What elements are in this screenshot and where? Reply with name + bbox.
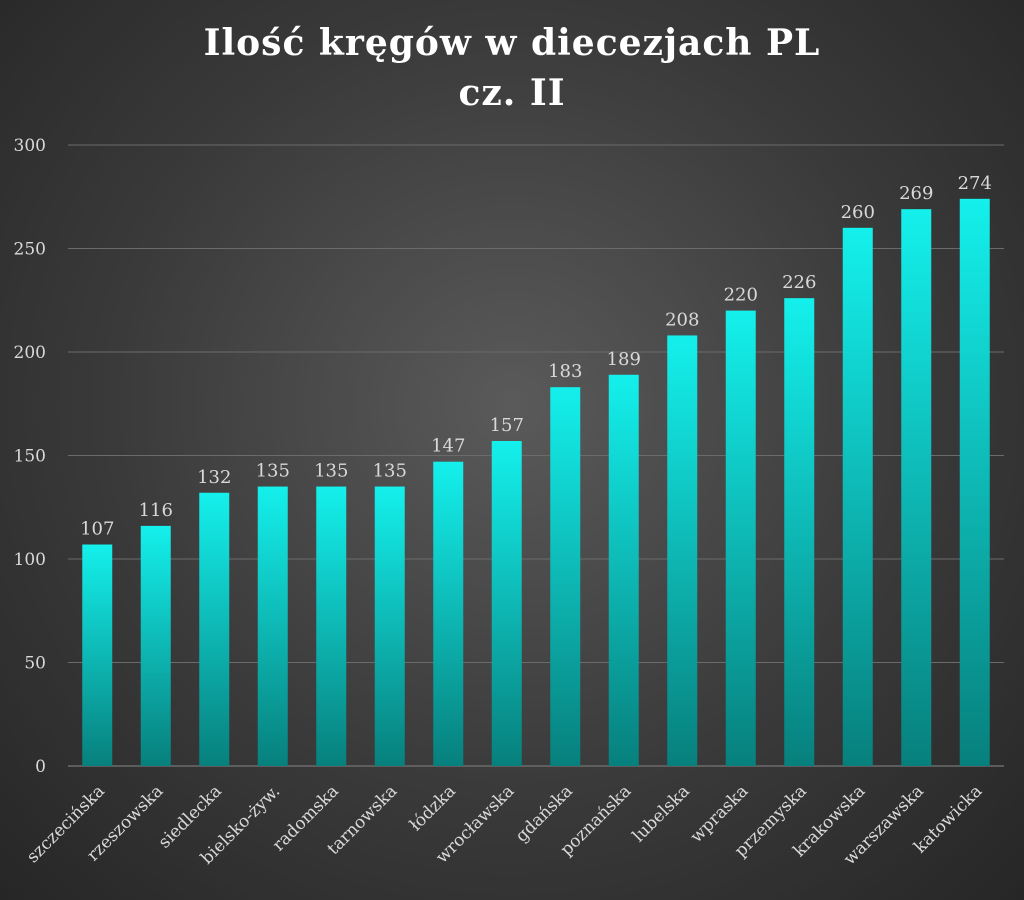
bar-poznańska xyxy=(608,374,639,766)
chart-title: Ilość kręgów w diecezjach PL xyxy=(203,22,821,64)
bar-katowicka xyxy=(959,198,990,766)
data-label: 260 xyxy=(841,202,875,223)
bar-radomska xyxy=(316,486,347,766)
x-tick-label: łódzka xyxy=(406,781,460,835)
data-label: 157 xyxy=(490,415,524,436)
chart-title-block: Ilość kręgów w diecezjach PL cz. II xyxy=(0,18,1024,118)
data-label: 135 xyxy=(256,461,290,482)
x-axis-tick-labels: szczecińskarzeszowskasiedleckabielsko-ży… xyxy=(23,781,986,869)
bar-siedlecka xyxy=(199,492,230,766)
data-label: 226 xyxy=(782,272,816,293)
bar-warszawska xyxy=(901,209,932,767)
y-tick-label: 250 xyxy=(14,240,46,260)
bar-łódzka xyxy=(433,461,464,766)
data-label: 135 xyxy=(314,461,348,482)
bar-szczecińska xyxy=(82,544,113,766)
bars xyxy=(82,198,990,767)
data-label: 116 xyxy=(139,500,173,521)
bar-przemyska xyxy=(784,298,815,766)
bar-bielsko-żyw. xyxy=(257,486,288,766)
y-tick-label: 150 xyxy=(14,447,46,467)
bar-rzeszowska xyxy=(140,525,171,766)
data-label: 132 xyxy=(197,467,231,488)
y-axis-tick-labels: 0 50 100 150 200 250 300 xyxy=(14,136,46,777)
x-tick-label: lubelska xyxy=(629,781,694,846)
y-tick-label: 50 xyxy=(24,654,46,674)
data-label: 220 xyxy=(724,285,758,306)
bar-tarnowska xyxy=(374,486,405,766)
y-tick-label: 200 xyxy=(14,343,46,363)
bar-wrocławska xyxy=(491,441,522,766)
data-label: 189 xyxy=(607,349,641,370)
bar-krakowska xyxy=(842,227,873,767)
data-labels: 107 116 132 135 135 135 147 157 183 189 208 220 226 2… xyxy=(80,173,992,540)
y-tick-label: 0 xyxy=(35,757,46,777)
data-label: 183 xyxy=(548,361,582,382)
data-label: 135 xyxy=(373,461,407,482)
y-tick-label: 300 xyxy=(14,136,46,156)
data-label: 274 xyxy=(958,173,992,194)
bar-wpraska xyxy=(725,310,756,766)
chart-subtitle: cz. II xyxy=(458,72,566,114)
bar-lubelska xyxy=(667,335,698,766)
data-label: 107 xyxy=(80,519,114,540)
bar-gdańska xyxy=(550,387,581,766)
data-label: 269 xyxy=(899,183,933,204)
data-label: 208 xyxy=(665,309,699,330)
y-tick-label: 100 xyxy=(14,550,46,570)
data-label: 147 xyxy=(431,436,465,457)
